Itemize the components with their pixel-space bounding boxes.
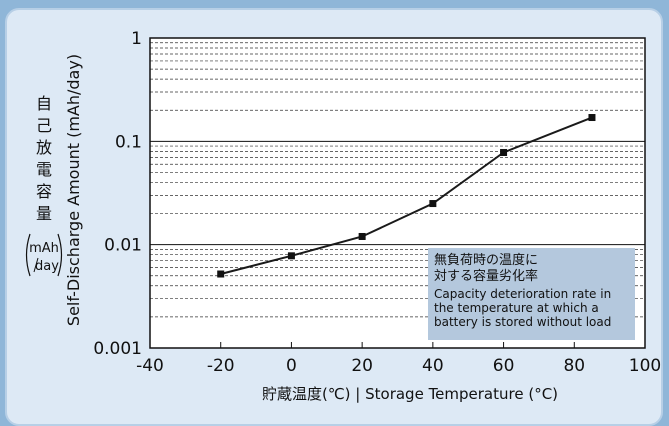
data-point — [287, 252, 295, 260]
x-tick-label: 80 — [563, 356, 585, 376]
y-title-jp-char: 放 — [36, 138, 52, 157]
unit-bracket-left — [25, 233, 31, 277]
major-gridlines — [150, 140, 645, 348]
data-point — [500, 148, 508, 156]
y-title-unit-top: mAh — [29, 241, 59, 256]
x-tick-labels: -40 -20 0 20 40 60 80 100 — [136, 356, 661, 376]
annotation-en-line: the temperature at which a — [434, 301, 599, 315]
annotation-en-line: Capacity deterioration rate in — [434, 287, 611, 301]
series-group — [217, 114, 596, 278]
y-tick-label: 0.001 — [93, 339, 142, 359]
y-title-jp-char: 己 — [36, 116, 52, 135]
x-tick-label: 0 — [286, 356, 297, 376]
data-point — [358, 232, 366, 240]
y-tick-label: 0.01 — [104, 236, 142, 256]
unit-slash — [33, 257, 39, 273]
data-point — [217, 270, 225, 278]
y-title-unit-bottom: day — [35, 259, 59, 274]
x-tick-label: 20 — [351, 356, 373, 376]
plot-frame — [149, 37, 646, 349]
x-tick-label: 60 — [493, 356, 515, 376]
y-tick-label: 0.1 — [115, 132, 142, 152]
data-point — [429, 200, 437, 208]
x-tick-label: 40 — [422, 356, 444, 376]
y-title-en: Self-Discharge Amount (mAh/day) — [64, 54, 83, 326]
annotation-en-line: battery is stored without load — [434, 315, 611, 329]
y-tick-labels: 0.001 0.01 0.1 1 — [93, 29, 142, 359]
x-tick-label: -20 — [207, 356, 235, 376]
y-title-jp-char: 自 — [36, 94, 52, 113]
series-line — [220, 116, 593, 275]
annotation-background — [428, 248, 635, 340]
annotation-jp-line: 対する容量劣化率 — [434, 268, 538, 284]
x-tick-label: 100 — [629, 356, 661, 376]
unit-bracket-right — [57, 233, 63, 277]
x-tick-label: -40 — [136, 356, 164, 376]
y-title-jp-char: 量 — [36, 204, 52, 223]
y-tick-label: 1 — [131, 29, 142, 49]
y-title-jp-char: 電 — [36, 160, 52, 179]
y-title-jp-char: 容 — [36, 182, 52, 201]
data-point — [588, 114, 596, 122]
x-axis-title: 貯蔵温度(℃) | Storage Temperature (°C) — [262, 385, 558, 403]
annotation-jp-line: 無負荷時の温度に — [434, 252, 538, 268]
